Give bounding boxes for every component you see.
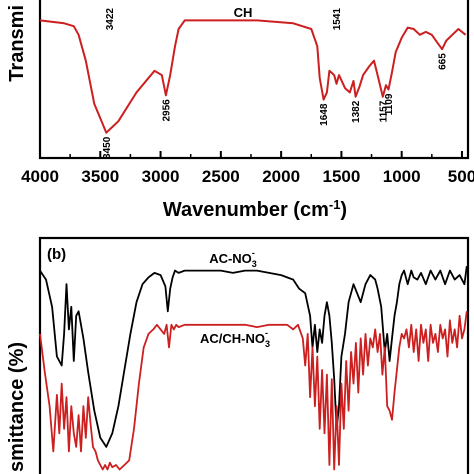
xtick-label-1000: 1000 bbox=[383, 167, 421, 186]
panel-a-frame bbox=[38, 0, 470, 160]
panel-a-series bbox=[39, 19, 467, 134]
series-line-ac-ch-no3 bbox=[39, 311, 468, 471]
panel-a: Transmi 4000 3500 3000 2500 2000 1500 1000 500 … bbox=[6, 0, 474, 221]
xtick-label-3000: 3000 bbox=[142, 167, 180, 186]
panel-a-xticks bbox=[39, 151, 463, 158]
panel-b: (b) smittance (%) AC-NO3- AC/CH-NO3- bbox=[6, 236, 470, 474]
peak-label-3422: 3422 bbox=[105, 8, 116, 31]
peak-label-1382: 1382 bbox=[351, 100, 362, 123]
xtick-label-2000: 2000 bbox=[262, 167, 300, 186]
panel-b-frame bbox=[38, 236, 470, 474]
peak-label-1541: 1541 bbox=[332, 8, 343, 31]
series-label-ac-ch-no3: AC/CH-NO3- bbox=[200, 328, 270, 349]
peak-label-665: 665 bbox=[438, 53, 449, 70]
panel-b-ylabel: smittance (%) bbox=[6, 342, 28, 472]
panel-a-xlabel-sup: -1 bbox=[329, 197, 341, 212]
series-label-ac-no3-sub: 3 bbox=[252, 259, 257, 269]
series-label-ac-no3-sup: - bbox=[252, 248, 255, 258]
panel-a-ylabel: Transmi bbox=[6, 5, 28, 82]
series-label-ac-ch-no3-sub: 3 bbox=[265, 339, 270, 349]
panel-b-label: (b) bbox=[47, 246, 66, 263]
series-line-ac-no3 bbox=[39, 265, 468, 448]
panel-b-series bbox=[39, 265, 468, 471]
peak-label-2956: 2956 bbox=[161, 99, 172, 122]
xtick-label-1500: 1500 bbox=[322, 167, 360, 186]
peak-label-1648: 1648 bbox=[319, 103, 330, 126]
peak-label-1157: 1157 bbox=[378, 100, 389, 122]
panel-a-xlabel: Wavenumber (cm-1) bbox=[163, 197, 347, 221]
panel-a-xtick-labels: 4000 3500 3000 2500 2000 1500 1000 500 bbox=[21, 167, 474, 186]
xtick-label-2500: 2500 bbox=[202, 167, 240, 186]
xtick-label-500: 500 bbox=[448, 167, 474, 186]
series-label-ac-ch-no3-sup: - bbox=[265, 328, 268, 338]
series-line-ch bbox=[39, 19, 467, 134]
peak-label-3450: 3450 bbox=[102, 136, 113, 159]
peak-label-1109: 1109 bbox=[384, 93, 395, 115]
series-label-ac-no3: AC-NO3- bbox=[209, 248, 257, 269]
xtick-label-3500: 3500 bbox=[81, 167, 119, 186]
series-label-ch: CH bbox=[234, 5, 253, 20]
panel-a-xlabel-close: ) bbox=[340, 199, 347, 221]
xtick-label-4000: 4000 bbox=[21, 167, 59, 186]
